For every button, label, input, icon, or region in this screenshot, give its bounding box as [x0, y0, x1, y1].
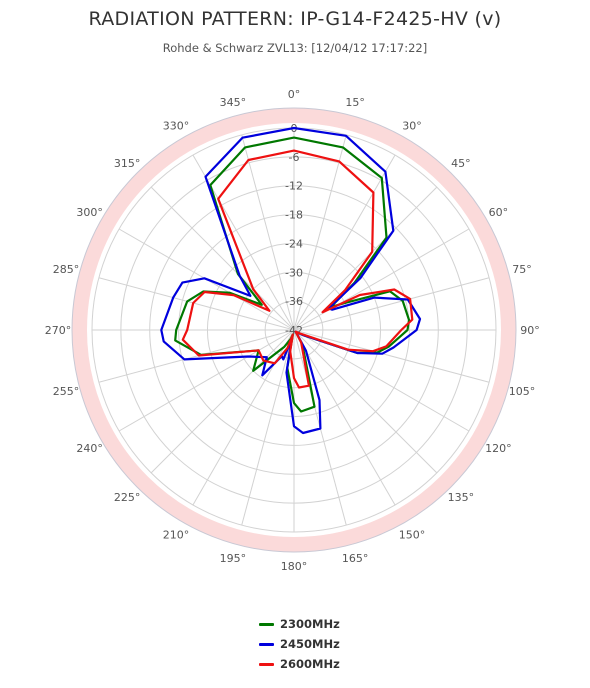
- grid-spoke: [150, 186, 295, 331]
- angle-tick-label: 315°: [114, 157, 141, 170]
- radial-tick-label: -18: [285, 209, 303, 222]
- outer-border: [71, 107, 517, 553]
- angle-tick-label: 120°: [485, 442, 512, 455]
- outer-band: [72, 108, 516, 552]
- angle-tick-label: 330°: [163, 120, 190, 133]
- angle-tick-label: 15°: [345, 96, 365, 109]
- legend-label-2300: 2300MHz: [280, 617, 340, 631]
- grid-spoke: [293, 277, 490, 331]
- angle-tick-label: 75°: [512, 263, 532, 276]
- angle-tick-label: 105°: [509, 385, 536, 398]
- angle-tick-label: 135°: [448, 491, 475, 504]
- grid-spoke: [98, 329, 295, 383]
- grid-spoke: [293, 329, 438, 474]
- radial-tick-label: -36: [285, 295, 303, 308]
- angle-tick-label: 165°: [342, 552, 369, 565]
- legend-swatch-2450: [259, 642, 274, 646]
- grid-spoke: [241, 134, 295, 331]
- grid-spoke: [293, 154, 396, 331]
- angle-tick-label: 195°: [220, 552, 247, 565]
- angle-tick-label: 240°: [76, 442, 103, 455]
- angle-tick-label: 30°: [402, 120, 422, 133]
- radial-tick-label: -12: [285, 180, 303, 193]
- legend-label-2600: 2600MHz: [280, 657, 340, 671]
- grid-spoke: [293, 186, 438, 331]
- angle-tick-label: 45°: [451, 157, 471, 170]
- legend-item-2300[interactable]: 2300MHz: [259, 614, 340, 634]
- angle-tick-label: 150°: [399, 528, 426, 541]
- angle-tick-label: 255°: [53, 385, 80, 398]
- angle-tick-label: 345°: [220, 96, 247, 109]
- chart-subtitle: Rohde & Schwarz ZVL13: [12/04/12 17:17:2…: [162, 41, 428, 55]
- grid-spoke: [293, 329, 396, 506]
- angle-tick-label: 300°: [76, 206, 103, 219]
- chart-title: RADIATION PATTERN: IP-G14-F2425-HV (v): [88, 8, 502, 30]
- legend-swatch-2600: [259, 662, 274, 666]
- grid-spoke: [293, 228, 470, 331]
- angle-tick-label: 285°: [53, 263, 80, 276]
- grid-spoke: [118, 329, 295, 432]
- angle-tick-label: 0°: [288, 88, 301, 101]
- angle-tick-label: 210°: [163, 528, 190, 541]
- grid-spoke: [241, 329, 295, 526]
- series-line-2450MHz: [160, 126, 422, 435]
- legend-label-2450: 2450MHz: [280, 637, 340, 651]
- legend-item-2450[interactable]: 2450MHz: [259, 634, 340, 654]
- legend-item-2600[interactable]: 2600MHz: [259, 654, 340, 674]
- radial-tick-label: -30: [285, 266, 303, 279]
- grid-spoke: [150, 329, 295, 474]
- grid-spoke: [293, 329, 470, 432]
- legend: 2300MHz 2450MHz 2600MHz: [259, 614, 340, 674]
- angle-tick-label: 180°: [281, 560, 308, 573]
- series-line-2600MHz: [181, 149, 414, 389]
- angle-tick-label: 270°: [45, 324, 72, 337]
- grid-spoke: [98, 277, 295, 331]
- radial-tick-label: -6: [289, 151, 300, 164]
- radial-tick-label: -24: [285, 237, 303, 250]
- angle-tick-label: 60°: [489, 206, 509, 219]
- angle-tick-label: 90°: [520, 324, 540, 337]
- legend-swatch-2300: [259, 622, 274, 626]
- angle-tick-label: 225°: [114, 491, 141, 504]
- grid-spoke: [293, 329, 490, 383]
- grid-spoke: [293, 134, 347, 331]
